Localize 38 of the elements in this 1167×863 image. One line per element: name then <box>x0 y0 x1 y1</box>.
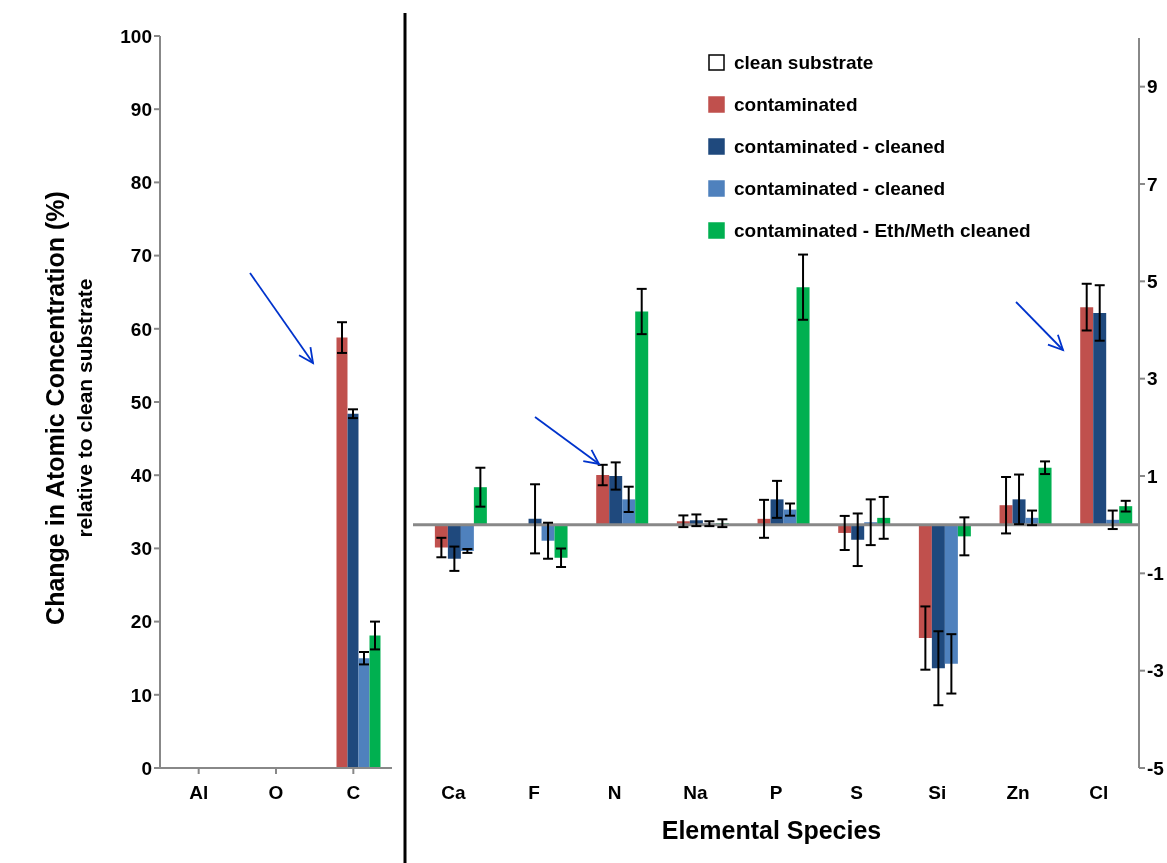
y2-tick-label: 9 <box>1147 76 1158 98</box>
legend-label: clean substrate <box>734 52 874 74</box>
y-tick-label: 80 <box>130 172 152 194</box>
y-tick-label: 40 <box>130 464 152 486</box>
x-axis-title: Elemental Species <box>660 816 883 845</box>
y2-tick-label: -5 <box>1147 757 1165 779</box>
x-tick-label: P <box>769 782 783 804</box>
y-tick-label: 70 <box>130 245 152 267</box>
legend-label: contaminated - Eth/Meth cleaned <box>734 220 1031 242</box>
y-tick-label: 0 <box>141 757 152 779</box>
x-tick-label: Na <box>683 782 708 804</box>
y2-tick-label: 1 <box>1147 465 1158 487</box>
y2-tick-label: 3 <box>1147 368 1158 390</box>
y-tick-label: 60 <box>130 318 152 340</box>
y-tick-label: 30 <box>130 538 152 560</box>
legend-label: contaminated <box>734 94 858 116</box>
x-tick-label: Si <box>928 782 947 804</box>
x-tick-label: Cl <box>1089 782 1109 804</box>
x-tick-label: O <box>268 782 284 804</box>
legend-label: contaminated - cleaned <box>734 136 946 158</box>
y-tick-label: 50 <box>130 391 152 413</box>
x-tick-label: Al <box>189 782 209 804</box>
x-tick-label: F <box>528 782 540 804</box>
y-tick-label: 100 <box>120 25 152 47</box>
y2-tick-label: -3 <box>1147 660 1164 682</box>
x-tick-label: C <box>346 782 361 804</box>
y2-tick-label: -1 <box>1147 563 1165 585</box>
y2-tick-label: 5 <box>1147 271 1158 293</box>
x-tick-label: S <box>850 782 864 804</box>
y-tick-label: 20 <box>130 611 152 633</box>
y-tick-label: 90 <box>130 98 152 120</box>
y-axis-title: Change in Atomic Concentration (%) relative to clean substrate <box>40 191 97 625</box>
y2-tick-label: 7 <box>1147 173 1158 195</box>
x-tick-label: Zn <box>1006 782 1030 804</box>
y-tick-label: 10 <box>130 684 152 706</box>
legend-label: contaminated - cleaned <box>734 178 946 200</box>
x-tick-label: N <box>607 782 622 804</box>
x-tick-label: Ca <box>441 782 466 804</box>
